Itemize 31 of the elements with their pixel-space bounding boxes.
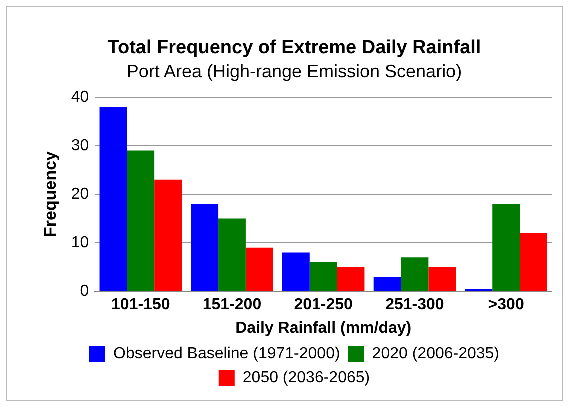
y-tick-label: 0 (80, 283, 90, 300)
bar (127, 150, 155, 292)
bar (218, 218, 246, 292)
chart-title: Total Frequency of Extreme Daily Rainfall (108, 38, 482, 59)
x-tick-label: 151-200 (202, 296, 262, 314)
legend-label: Observed Baseline (1971-2000) (113, 345, 340, 362)
bar (191, 204, 219, 292)
y-tick-label: 40 (71, 88, 90, 106)
bar (492, 204, 520, 292)
legend-label: 2050 (2036-2065) (242, 369, 370, 386)
x-tick-label: 251-300 (386, 296, 444, 314)
bar (374, 277, 402, 292)
x-axis-title: Daily Rainfall (mm/day) (236, 320, 412, 337)
bar (154, 180, 182, 292)
bar (337, 267, 365, 292)
chart-subtitle: Port Area (High-range Emission Scenario) (126, 62, 462, 82)
legend-label: 2020 (2006-2035) (372, 345, 500, 362)
y-tick-label: 30 (71, 137, 90, 154)
bar (246, 248, 274, 292)
x-tick-label: >300 (488, 296, 524, 314)
y-tick-label: 20 (71, 186, 90, 203)
bar (401, 258, 429, 292)
bar (520, 233, 548, 292)
bar (282, 252, 310, 292)
x-tick-label: 101-150 (112, 296, 170, 314)
y-tick-label: 10 (71, 234, 90, 252)
bar (310, 262, 338, 292)
bar (428, 267, 456, 292)
bar (100, 107, 128, 292)
x-tick-label: 201-250 (294, 296, 354, 314)
y-axis-title: Frequency (40, 150, 60, 238)
